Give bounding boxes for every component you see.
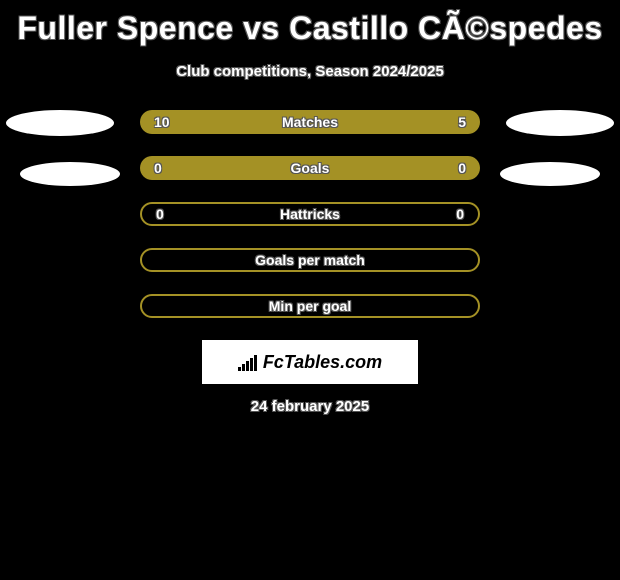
stat-right-value: 5 — [458, 114, 466, 130]
bar-chart-icon — [238, 353, 257, 371]
stat-label: Goals per match — [255, 252, 365, 268]
stat-row-goals-per-match: Goals per match — [140, 248, 480, 272]
stat-left-value: 0 — [156, 206, 164, 222]
stat-label: Matches — [282, 114, 338, 130]
branding-text: FcTables.com — [263, 352, 382, 373]
subtitle: Club competitions, Season 2024/2025 — [0, 63, 620, 80]
stat-right-value: 0 — [456, 206, 464, 222]
stats-area: 10 Matches 5 0 Goals 0 0 Hattricks 0 Goa… — [0, 110, 620, 318]
date-label: 24 february 2025 — [0, 398, 620, 415]
stat-label: Min per goal — [269, 298, 351, 314]
page-title: Fuller Spence vs Castillo CÃ©spedes — [0, 6, 620, 51]
player-left-ellipse-1 — [6, 110, 114, 136]
stat-left-value: 0 — [154, 160, 162, 176]
stat-row-matches: 10 Matches 5 — [140, 110, 480, 134]
stat-bars: 10 Matches 5 0 Goals 0 0 Hattricks 0 Goa… — [140, 110, 480, 318]
infographic-container: Fuller Spence vs Castillo CÃ©spedes Club… — [0, 0, 620, 415]
player-left-ellipse-2 — [20, 162, 120, 186]
stat-right-value: 0 — [458, 160, 466, 176]
player-right-ellipse-2 — [500, 162, 600, 186]
player-right-ellipse-1 — [506, 110, 614, 136]
stat-left-value: 10 — [154, 114, 170, 130]
stat-label: Goals — [291, 160, 330, 176]
stat-row-hattricks: 0 Hattricks 0 — [140, 202, 480, 226]
stat-row-goals: 0 Goals 0 — [140, 156, 480, 180]
stat-row-min-per-goal: Min per goal — [140, 294, 480, 318]
branding-box: FcTables.com — [202, 340, 418, 384]
stat-label: Hattricks — [280, 206, 340, 222]
